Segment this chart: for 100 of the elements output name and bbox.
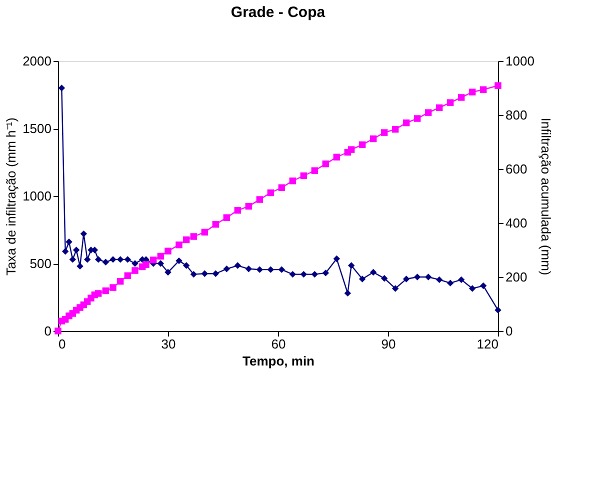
- point: [201, 270, 208, 277]
- y-tick-label: 500: [30, 256, 52, 271]
- point: [132, 260, 138, 267]
- point: [358, 276, 366, 282]
- point: [58, 84, 66, 92]
- point: [212, 270, 220, 277]
- point: [182, 236, 190, 244]
- point: [66, 238, 72, 246]
- y-tick-label: 2000: [22, 54, 52, 68]
- point: [458, 94, 465, 101]
- point: [132, 267, 138, 274]
- point: [300, 270, 308, 278]
- point: [72, 246, 80, 254]
- point: [278, 266, 286, 273]
- point: [380, 129, 388, 136]
- point: [124, 256, 132, 263]
- x-axis-title: Tempo, min: [242, 354, 315, 368]
- point: [267, 189, 274, 196]
- point: [94, 290, 102, 297]
- point: [311, 167, 318, 174]
- point: [110, 284, 116, 291]
- point: [110, 256, 116, 263]
- point: [480, 86, 487, 93]
- y-tick-label: 1500: [22, 121, 52, 136]
- point: [190, 233, 198, 240]
- point: [164, 268, 172, 276]
- x-tick-label: 30: [161, 336, 176, 352]
- point: [380, 274, 388, 282]
- y2-tick-label: 200: [506, 270, 528, 284]
- y2-tick-label: 600: [506, 162, 528, 176]
- point: [300, 172, 308, 180]
- point: [402, 119, 410, 126]
- point: [414, 274, 421, 280]
- point: [201, 228, 208, 236]
- point: [436, 276, 443, 284]
- point: [348, 146, 355, 153]
- point: [333, 255, 340, 262]
- point: [370, 268, 377, 276]
- point: [245, 266, 252, 272]
- point: [333, 154, 340, 160]
- point: [182, 262, 190, 269]
- point: [311, 270, 318, 278]
- point: [267, 266, 274, 273]
- point: [150, 256, 157, 264]
- point: [84, 256, 91, 263]
- point: [458, 276, 465, 284]
- y2-tick-label: 800: [506, 108, 528, 122]
- point: [424, 274, 432, 280]
- point: [322, 270, 330, 276]
- point: [102, 287, 110, 294]
- point: [468, 285, 476, 292]
- point: [468, 88, 476, 96]
- point: [348, 262, 355, 269]
- point: [102, 258, 110, 266]
- point: [176, 257, 182, 264]
- point: [414, 115, 421, 122]
- y2-tick-label: 0: [506, 324, 513, 338]
- point: [289, 178, 296, 184]
- x-tick-label: 120: [476, 336, 498, 352]
- x-tick-label: 0: [58, 336, 66, 352]
- point: [480, 282, 487, 290]
- point: [392, 285, 399, 292]
- point: [176, 242, 182, 248]
- point: [234, 206, 242, 214]
- y-tick-label: 1000: [22, 188, 52, 204]
- y2-tick-label: 1000: [506, 54, 534, 68]
- point: [62, 248, 69, 255]
- point: [157, 260, 164, 267]
- point: [256, 196, 264, 203]
- point: [190, 270, 198, 278]
- point: [223, 266, 230, 272]
- point: [142, 261, 150, 268]
- point: [80, 230, 88, 238]
- point: [76, 262, 84, 270]
- point: [94, 256, 102, 263]
- point: [358, 141, 366, 148]
- x-tick-label: 60: [271, 336, 286, 352]
- point: [494, 306, 502, 314]
- point: [164, 248, 172, 254]
- point: [436, 104, 443, 112]
- point: [234, 262, 242, 269]
- point: [446, 99, 454, 106]
- chart-title: Grade - Copa: [230, 4, 326, 21]
- point: [494, 82, 502, 89]
- point: [223, 214, 230, 221]
- point: [157, 252, 164, 260]
- y-tick-label: 0: [44, 324, 52, 338]
- point: [116, 278, 124, 285]
- point: [289, 270, 296, 278]
- point: [424, 109, 432, 116]
- point: [69, 256, 76, 263]
- point: [322, 160, 330, 168]
- point: [245, 202, 252, 210]
- point: [344, 290, 352, 297]
- point: [116, 256, 124, 263]
- y-axis-title: Taxa de infiltração (mm h⁻¹): [4, 118, 19, 276]
- point: [370, 135, 377, 142]
- point: [402, 276, 410, 282]
- point: [124, 272, 132, 280]
- x-tick-label: 90: [381, 336, 396, 352]
